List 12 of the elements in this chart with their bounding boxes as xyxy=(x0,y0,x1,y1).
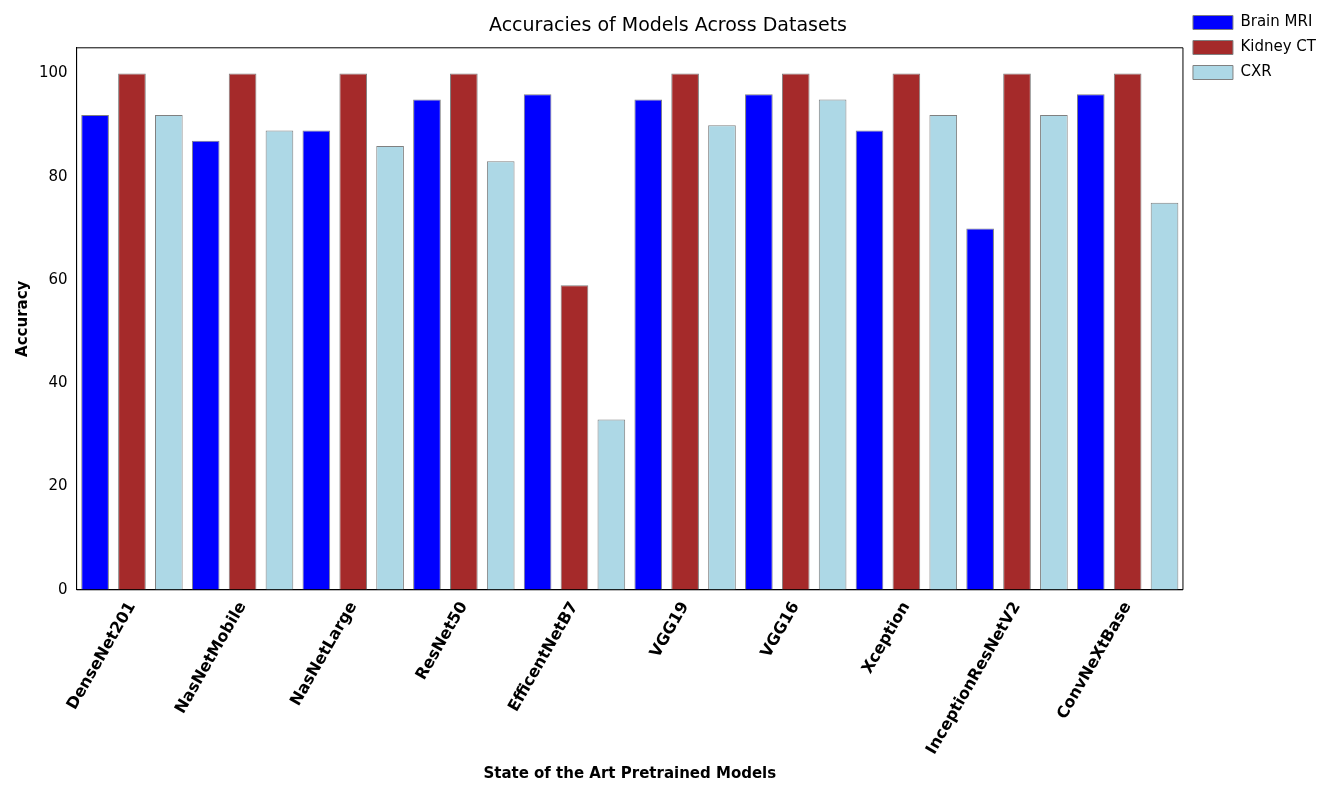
y-tick-label: 80 xyxy=(48,166,68,185)
legend-label: Brain MRI xyxy=(1240,12,1313,31)
chart-title: Accuracies of Models Across Datasets xyxy=(488,13,848,36)
y-axis-title: Accuracy xyxy=(12,280,31,357)
legend-label: Kidney CT xyxy=(1240,37,1317,56)
y-tick-label: 40 xyxy=(48,373,68,392)
x-axis-title: State of the Art Pretrained Models xyxy=(483,763,777,782)
y-tick-label: 60 xyxy=(48,269,68,288)
y-tick-label: 20 xyxy=(48,476,68,495)
legend-label: CXR xyxy=(1240,62,1272,81)
y-tick-label: 0 xyxy=(58,579,68,598)
y-tick-label: 100 xyxy=(38,63,68,82)
